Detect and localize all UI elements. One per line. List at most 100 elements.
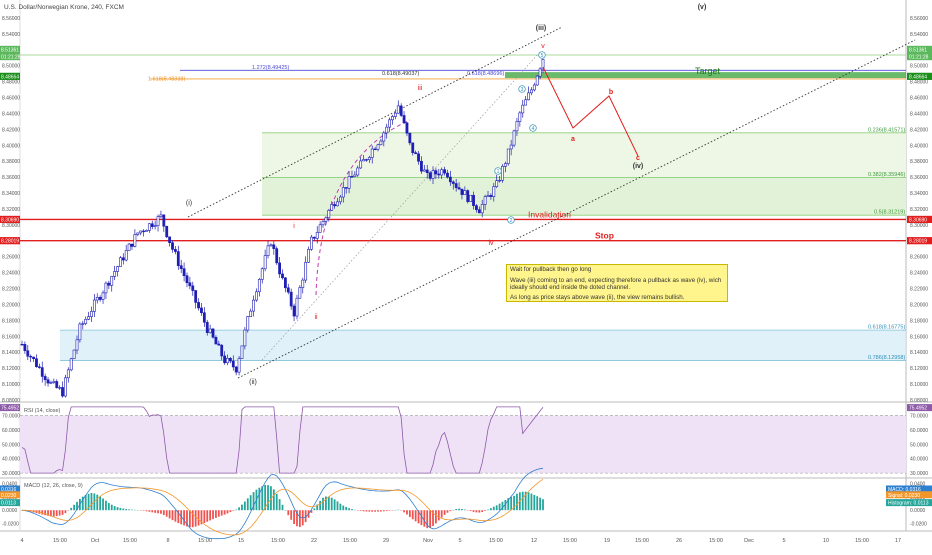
candle-body	[423, 170, 425, 171]
macd-histogram-bar	[363, 510, 365, 511]
candle-body	[467, 191, 469, 202]
candle-body	[111, 276, 113, 285]
macd-badge-right-text: Histogram: 0.0113	[888, 501, 929, 507]
fib-0786-label: 0.786(8.12958)	[868, 355, 905, 361]
wave-label-iii-big: (iii)	[536, 25, 547, 32]
candle-body	[85, 319, 87, 323]
price-tick-left: 8.20000	[2, 302, 20, 308]
candle	[507, 149, 509, 166]
macd-histogram-bar	[44, 510, 46, 515]
macd-histogram-bar	[195, 510, 197, 526]
macd-histogram-bar	[157, 510, 159, 513]
subwave-3-text: 3	[521, 87, 524, 93]
macd-histogram-bar	[374, 510, 376, 511]
time-tick: 8	[166, 538, 169, 544]
candle-body	[96, 297, 98, 300]
fib-ext-1272-label: 1.272(8.49425)	[252, 65, 289, 71]
candle-body	[290, 292, 292, 306]
candle-body	[252, 300, 254, 311]
macd-histogram-bar	[461, 509, 463, 510]
rsi-tick-left: 50.0000	[2, 442, 20, 448]
candle-body	[438, 174, 440, 175]
candle-body	[93, 300, 95, 311]
candle-body	[365, 160, 367, 161]
time-tick: 17	[895, 538, 901, 544]
macd-histogram-bar	[163, 510, 165, 515]
macd-histogram-bar	[499, 504, 501, 511]
candle-body	[464, 191, 466, 195]
time-tick: 10	[823, 538, 829, 544]
rsi-tick-right: 30.0000	[910, 471, 928, 477]
macd-histogram-bar	[218, 510, 220, 516]
candle	[244, 327, 246, 349]
macd-histogram-bar	[490, 508, 492, 510]
candle	[296, 295, 298, 320]
candle-body	[59, 387, 61, 388]
macd-histogram-bar	[154, 510, 156, 513]
price-tick-right: 8.18000	[910, 318, 928, 324]
price-badge-left-text: 01:21:28	[1, 55, 21, 61]
candle-body	[250, 311, 252, 316]
fib-0618-target-label: 0.618(8.48696)	[467, 71, 504, 77]
candle-body	[229, 358, 231, 361]
candle	[128, 243, 130, 251]
price-badge-right-text: 8.48664	[909, 74, 927, 80]
price-tick-left: 8.16000	[2, 334, 20, 340]
price-tick-right: 8.30000	[910, 223, 928, 229]
candle-body	[200, 308, 202, 313]
macd-histogram-bar	[117, 507, 119, 510]
price-tick-left: 8.36000	[2, 175, 20, 181]
price-tick-left: 8.42000	[2, 127, 20, 133]
time-tick: 22	[311, 538, 317, 544]
price-badge-left-text: 8.28019	[1, 239, 19, 245]
price-tick-right: 8.08000	[910, 398, 928, 404]
price-tick-right: 8.16000	[910, 334, 928, 340]
macd-histogram-bar	[65, 510, 67, 513]
candle-body	[461, 189, 463, 194]
macd-histogram-bar	[487, 510, 489, 511]
macd-histogram-bar	[59, 510, 61, 515]
candle	[501, 164, 503, 183]
rsi-tick-right: 60.0000	[910, 428, 928, 434]
candle-body	[498, 180, 500, 181]
candle-body	[380, 141, 382, 145]
candle-body	[87, 317, 89, 320]
time-tick: 15:00	[563, 538, 577, 544]
rsi-badge-left-text: 75.4952	[1, 406, 19, 412]
candle	[166, 226, 168, 238]
macd-badge-left-text: 0.0113	[1, 501, 16, 507]
price-tick-left: 8.30000	[2, 223, 20, 229]
fib-0618-label: 0.618(8.16775)	[868, 325, 905, 331]
macd-histogram-bar	[146, 510, 148, 511]
price-badge-left-text: 8.30690	[1, 217, 19, 223]
fib-0236-label: 0.236(8.41571)	[868, 127, 905, 133]
candle-body	[487, 195, 489, 196]
price-tick-left: 8.12000	[2, 366, 20, 372]
price-badge-right-text: 01:21:28	[909, 55, 929, 61]
macd-histogram-bar	[522, 492, 524, 511]
macd-histogram-bar	[221, 510, 223, 515]
macd-histogram-bar	[455, 509, 457, 510]
macd-badge-right-text: Signal: 0.0230	[888, 493, 920, 499]
fib-05-label: 0.5(8.31219)	[874, 210, 905, 216]
macd-histogram-bar	[423, 510, 425, 526]
candle-body	[525, 100, 527, 105]
price-tick-right: 8.24000	[910, 271, 928, 277]
macd-histogram-bar	[412, 510, 414, 519]
macd-histogram-bar	[189, 510, 191, 527]
candle-body	[478, 210, 480, 213]
candle-body	[171, 243, 173, 250]
price-badge-right-text: 8.28019	[909, 239, 927, 245]
price-badge-left-text: 8.48664	[1, 74, 19, 80]
macd-histogram-bar	[337, 501, 339, 510]
macd-histogram-bar	[447, 510, 449, 513]
candle	[119, 256, 121, 267]
macd-histogram-bar	[238, 507, 240, 510]
macd-histogram-bar	[131, 510, 133, 511]
fib-ext-1618-label: 1.618(8.48338)	[148, 76, 185, 82]
macd-badge-left-text: 0.0230	[1, 493, 17, 499]
macd-histogram-bar	[484, 510, 486, 511]
candle-body	[336, 202, 338, 206]
candle	[247, 316, 249, 333]
